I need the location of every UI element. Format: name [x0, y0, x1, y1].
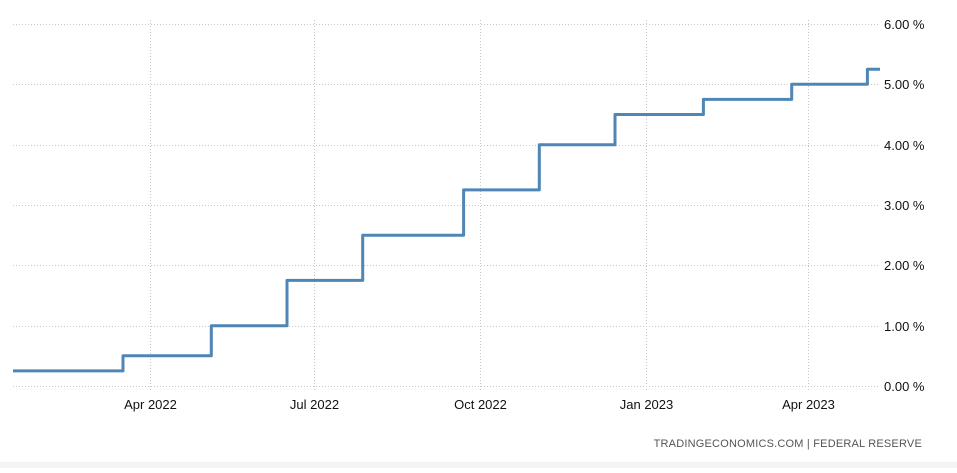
- grid-layer: [13, 20, 880, 392]
- x-tick-label: Jul 2022: [290, 397, 339, 412]
- x-tick-label: Apr 2023: [782, 397, 835, 412]
- y-tick-label: 2.00 %: [884, 258, 925, 273]
- source-credit: TRADINGECONOMICS.COM | FEDERAL RESERVE: [654, 438, 922, 450]
- y-tick-label: 0.00 %: [884, 379, 925, 394]
- y-tick-label: 4.00 %: [884, 138, 925, 153]
- x-tick-label: Apr 2022: [124, 397, 177, 412]
- y-tick-label: 6.00 %: [884, 17, 925, 32]
- bottom-band: [0, 462, 957, 468]
- y-tick-label: 5.00 %: [884, 77, 925, 92]
- y-tick-label: 3.00 %: [884, 198, 925, 213]
- rate-series-line: [13, 67, 880, 373]
- y-axis-ticks: 6.00 % 5.00 % 4.00 % 3.00 % 2.00 % 1.00 % 0.00…: [884, 17, 925, 394]
- x-tick-label: Jan 2023: [620, 397, 674, 412]
- x-axis-ticks: Apr 2022 Jul 2022 Oct 2022 Jan 2023 Apr 2023: [124, 397, 835, 412]
- x-tick-label: Oct 2022: [454, 397, 507, 412]
- y-tick-label: 1.00 %: [884, 319, 925, 334]
- series-layer: [13, 67, 880, 373]
